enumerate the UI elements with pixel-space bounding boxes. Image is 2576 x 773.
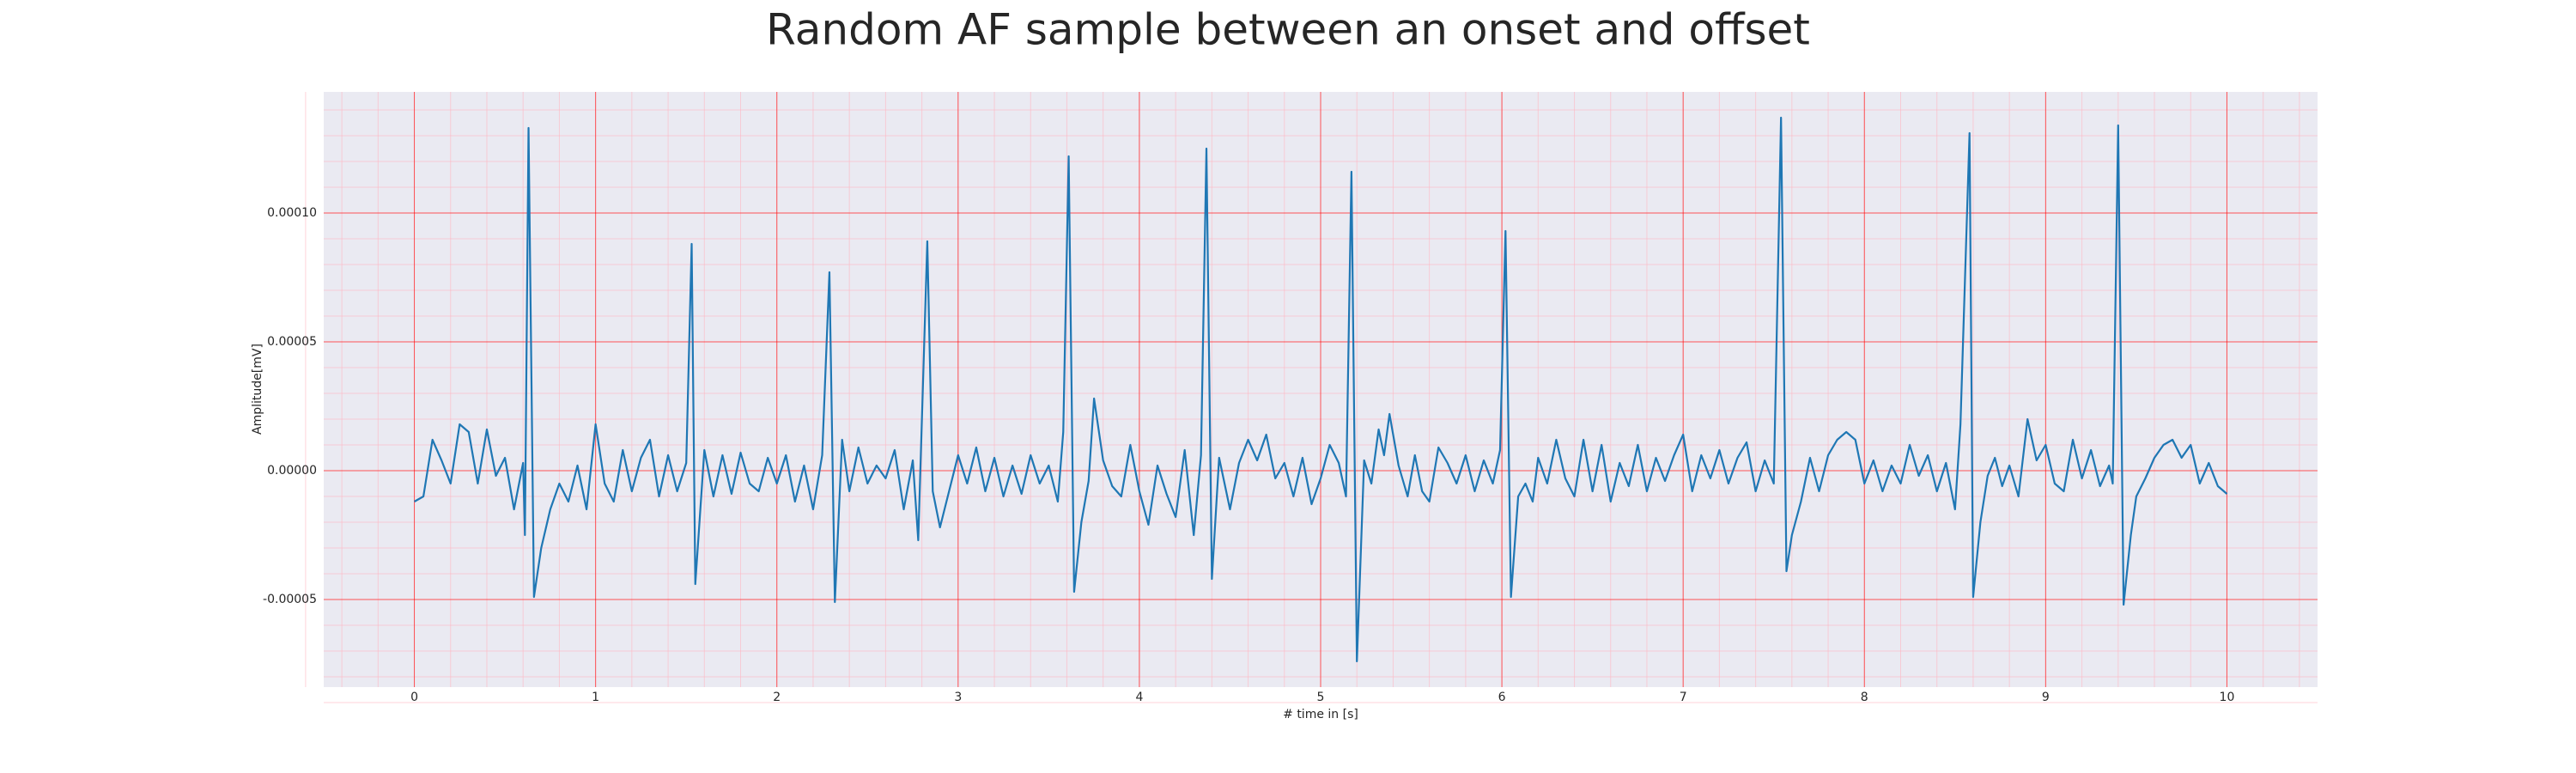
y-axis-label: Amplitude[mV] [251, 344, 264, 435]
x-tick-label: 2 [773, 691, 781, 704]
x-tick-label: 7 [1680, 691, 1687, 704]
x-tick-label: 5 [1317, 691, 1325, 704]
x-tick-label: 4 [1135, 691, 1143, 704]
x-tick-label: 6 [1498, 691, 1506, 704]
x-tick-label: 0 [410, 691, 418, 704]
y-tick-label: 0.00000 [267, 464, 317, 478]
x-tick-label: 3 [954, 691, 962, 704]
chart-title: Random AF sample between an onset and of… [766, 5, 1810, 55]
x-axis-label: # time in [s] [1283, 708, 1358, 721]
y-tick-label: -0.00005 [263, 593, 317, 606]
x-tick-label: 1 [592, 691, 599, 704]
y-tick-label: 0.00010 [267, 206, 317, 220]
x-tick-label: 10 [2220, 691, 2235, 704]
x-tick-label: 9 [2042, 691, 2050, 704]
y-tick-label: 0.00005 [267, 335, 317, 349]
signal-line [414, 116, 2228, 663]
x-tick-label: 8 [1861, 691, 1868, 704]
